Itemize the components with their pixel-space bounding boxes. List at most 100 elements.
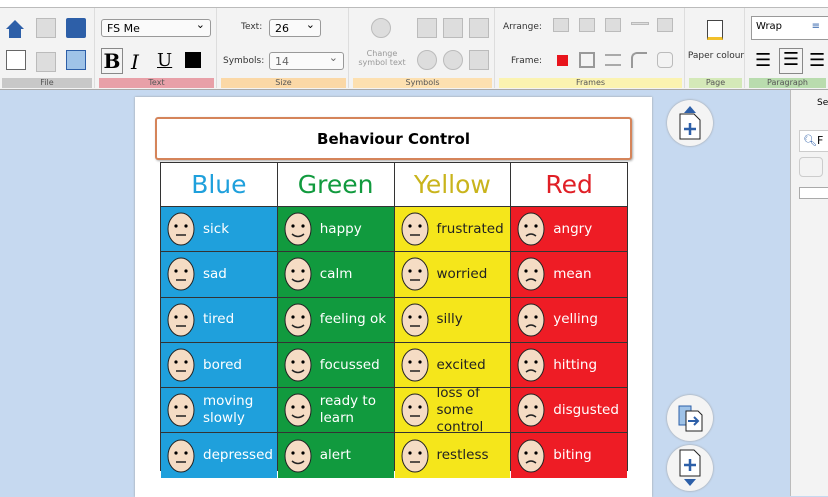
table-cell[interactable]: biting — [511, 433, 627, 478]
table-cell[interactable]: focussed — [277, 342, 394, 388]
table-cell[interactable]: sad — [161, 252, 277, 297]
side-input[interactable] — [799, 187, 828, 199]
save-as-icon[interactable] — [66, 18, 86, 38]
cell-label: angry — [553, 220, 593, 237]
arrange-forward-icon[interactable] — [579, 18, 595, 32]
italic-button[interactable]: I — [131, 50, 139, 74]
table-cell[interactable]: angry — [511, 207, 627, 252]
frames-group: Arrange: Frame: Frames — [497, 8, 685, 88]
ribbon: File FS Me B I U Text Text: 26 Symbols: … — [0, 0, 828, 90]
table-cell[interactable]: calm — [277, 252, 394, 297]
export-icon[interactable] — [66, 50, 86, 70]
cell-label: restless — [436, 447, 489, 464]
table-cell[interactable]: bored — [161, 342, 277, 388]
frame-icon[interactable] — [443, 18, 463, 38]
cell-label: sad — [203, 265, 227, 282]
frame-colour-button[interactable] — [557, 55, 568, 66]
page-group-label: Page — [689, 78, 742, 88]
face-symbol-icon — [284, 212, 312, 246]
table-cell[interactable]: frustrated — [394, 207, 511, 252]
face-symbol-icon — [401, 439, 428, 473]
text-size-select[interactable]: 26 — [269, 18, 321, 37]
flip-icon[interactable] — [469, 18, 489, 38]
face-symbol-icon — [167, 439, 195, 473]
align-left-icon[interactable]: ☰ — [755, 50, 772, 71]
face-symbol-icon — [517, 439, 545, 473]
home-icon[interactable] — [4, 18, 24, 38]
cell-label: excited — [436, 356, 486, 373]
table-cell[interactable]: sick — [161, 207, 277, 252]
symbol-icon — [371, 18, 391, 38]
table-cell[interactable]: restless — [394, 433, 511, 478]
cell-label: alert — [319, 447, 351, 464]
column-header-yellow[interactable]: Yellow — [394, 163, 511, 206]
table-cell[interactable]: feeling ok — [277, 297, 394, 342]
arrange-diagonal-icon[interactable] — [657, 18, 673, 32]
add-page-after-button[interactable] — [667, 445, 713, 491]
colour-icon[interactable] — [417, 50, 437, 70]
table-cell[interactable]: depressed — [161, 433, 277, 478]
text-color-button[interactable] — [185, 52, 201, 68]
add-page-before-button[interactable] — [667, 100, 713, 146]
side-search-label: F — [816, 134, 824, 147]
save-icon[interactable] — [36, 18, 56, 38]
side-search-button[interactable]: 🔍︎F — [799, 130, 828, 152]
table-cell[interactable]: alert — [277, 433, 394, 478]
table-cell[interactable]: tired — [161, 297, 277, 342]
paper-colour-button[interactable]: Paper colour — [687, 51, 745, 61]
frame-corner-button[interactable] — [631, 52, 647, 68]
table-cell[interactable]: worried — [394, 252, 511, 297]
align-center-icon[interactable]: ☰ — [779, 48, 803, 74]
table-cell[interactable]: mean — [511, 252, 627, 297]
table-cell[interactable]: yelling — [511, 297, 627, 342]
arrange-line-icon[interactable] — [631, 22, 649, 25]
table-cell[interactable]: excited — [394, 342, 511, 388]
cell-label: biting — [553, 447, 592, 464]
wrap-button[interactable]: Wrap ≡ — [751, 16, 828, 40]
page-group: Paper colour Page — [687, 8, 745, 88]
font-select[interactable]: FS Me — [101, 18, 211, 37]
bold-button[interactable]: B — [101, 48, 123, 74]
print-icon[interactable] — [36, 52, 56, 72]
cell-label: calm — [319, 265, 353, 282]
paper-colour-icon[interactable] — [707, 20, 723, 40]
face-symbol-icon — [167, 212, 195, 246]
frame-lines-button[interactable] — [605, 54, 621, 66]
file-group: File — [0, 8, 95, 88]
frame-rounded-button[interactable] — [657, 52, 673, 68]
face-symbol-icon — [284, 439, 312, 473]
side-options-button[interactable] — [799, 157, 823, 177]
frame-border-button[interactable] — [579, 52, 595, 68]
arrange-back-icon[interactable] — [605, 18, 621, 32]
table-cell[interactable]: loss of some control — [394, 385, 511, 435]
face-symbol-icon — [401, 212, 428, 246]
palette-icon[interactable] — [443, 50, 463, 70]
cell-label: happy — [319, 220, 362, 237]
symbols-size-label: Symbols: — [223, 56, 265, 66]
pdf-icon[interactable] — [6, 50, 26, 70]
table-cell[interactable]: moving slowly — [161, 388, 277, 433]
table-cell[interactable]: happy — [277, 207, 394, 252]
table-cell[interactable]: hitting — [511, 342, 627, 388]
face-symbol-icon — [167, 303, 195, 337]
column-header-green[interactable]: Green — [277, 163, 394, 206]
column-header-blue[interactable]: Blue — [161, 163, 277, 206]
cell-label: mean — [553, 265, 592, 282]
symbols-size-select[interactable]: 14 — [269, 51, 344, 70]
column-header-red[interactable]: Red — [511, 163, 627, 206]
change-symbol-text-button[interactable]: Change symbol text — [358, 49, 406, 67]
wrap-icon: ≡ — [811, 21, 820, 32]
table-cell[interactable]: disgusted — [511, 388, 627, 433]
cell-label: yelling — [553, 311, 598, 328]
grid-icon[interactable] — [417, 18, 437, 38]
align-right-icon[interactable]: ☰ — [809, 50, 826, 71]
table-cell[interactable]: silly — [394, 297, 511, 342]
underline-button[interactable]: U — [157, 50, 173, 71]
face-symbol-icon — [401, 393, 428, 427]
duplicate-page-button[interactable] — [667, 395, 713, 441]
cell-label: silly — [436, 311, 463, 328]
table-cell[interactable]: ready to learn — [277, 388, 394, 433]
arrange-front-icon[interactable] — [553, 18, 569, 32]
document-title[interactable]: Behaviour Control — [155, 117, 632, 160]
mirror-icon[interactable] — [469, 50, 489, 70]
